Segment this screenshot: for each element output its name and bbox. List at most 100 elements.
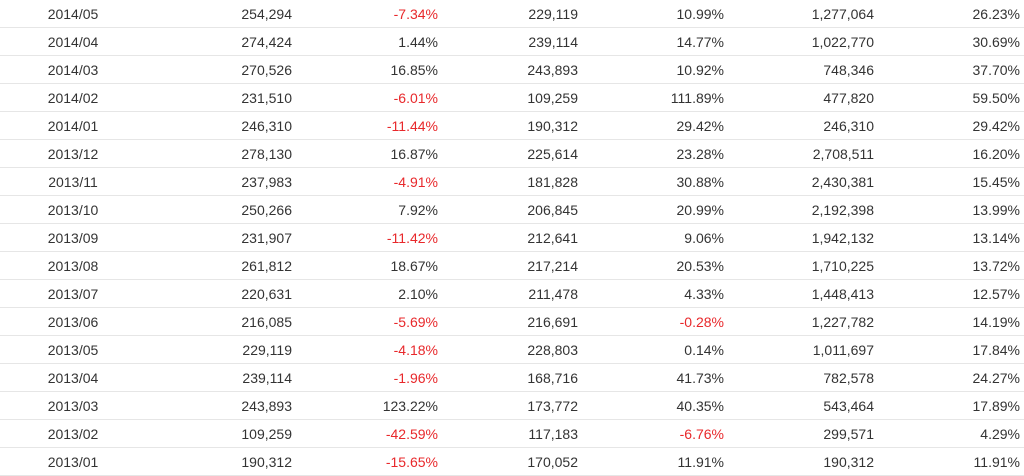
value-cell: 1,277,064 bbox=[728, 0, 878, 28]
value-cell: 299,571 bbox=[728, 419, 878, 448]
value-cell: 274,424 bbox=[146, 27, 296, 56]
value-cell: -6.76% bbox=[582, 419, 728, 448]
period-cell: 2013/03 bbox=[0, 391, 146, 420]
value-cell: 13.14% bbox=[878, 223, 1024, 252]
value-cell: -15.65% bbox=[296, 447, 442, 476]
value-cell: 16.20% bbox=[878, 139, 1024, 168]
value-cell: 278,130 bbox=[146, 139, 296, 168]
table-row: 2014/05 254,294 -7.34% 229,119 10.99% 1,277,0… bbox=[0, 0, 1024, 28]
value-cell: 1,011,697 bbox=[728, 335, 878, 364]
value-cell: -1.96% bbox=[296, 363, 442, 392]
value-cell: 10.99% bbox=[582, 0, 728, 28]
period-cell: 2013/10 bbox=[0, 195, 146, 224]
value-cell: 243,893 bbox=[146, 391, 296, 420]
value-cell: 246,310 bbox=[728, 111, 878, 140]
value-cell: 229,119 bbox=[442, 0, 582, 28]
value-cell: 11.91% bbox=[878, 447, 1024, 476]
period-cell: 2013/12 bbox=[0, 139, 146, 168]
value-cell: 239,114 bbox=[442, 27, 582, 56]
value-cell: 190,312 bbox=[728, 447, 878, 476]
value-cell: 109,259 bbox=[146, 419, 296, 448]
value-cell: 190,312 bbox=[146, 447, 296, 476]
value-cell: 782,578 bbox=[728, 363, 878, 392]
value-cell: 239,114 bbox=[146, 363, 296, 392]
period-cell: 2014/05 bbox=[0, 0, 146, 28]
period-cell: 2014/03 bbox=[0, 55, 146, 84]
value-cell: 20.99% bbox=[582, 195, 728, 224]
period-cell: 2013/04 bbox=[0, 363, 146, 392]
period-cell: 2014/04 bbox=[0, 27, 146, 56]
value-cell: 15.45% bbox=[878, 167, 1024, 196]
value-cell: 1,227,782 bbox=[728, 307, 878, 336]
table-row: 2014/01 246,310 -11.44% 190,312 29.42% 246,31… bbox=[0, 111, 1024, 140]
value-cell: -4.91% bbox=[296, 167, 442, 196]
table-row: 2013/04 239,114 -1.96% 168,716 41.73% 782,578… bbox=[0, 363, 1024, 392]
value-cell: -4.18% bbox=[296, 335, 442, 364]
value-cell: 14.19% bbox=[878, 307, 1024, 336]
value-cell: -11.42% bbox=[296, 223, 442, 252]
table-row: 2013/06 216,085 -5.69% 216,691 -0.28% 1,227,7… bbox=[0, 307, 1024, 336]
value-cell: 123.22% bbox=[296, 391, 442, 420]
value-cell: 13.72% bbox=[878, 251, 1024, 280]
value-cell: 228,803 bbox=[442, 335, 582, 364]
value-cell: 477,820 bbox=[728, 83, 878, 112]
table-row: 2013/05 229,119 -4.18% 228,803 0.14% 1,011,69… bbox=[0, 335, 1024, 364]
value-cell: -5.69% bbox=[296, 307, 442, 336]
value-cell: 20.53% bbox=[582, 251, 728, 280]
period-cell: 2013/05 bbox=[0, 335, 146, 364]
value-cell: 29.42% bbox=[582, 111, 728, 140]
value-cell: 168,716 bbox=[442, 363, 582, 392]
table-row: 2013/03 243,893 123.22% 173,772 40.35% 543,46… bbox=[0, 391, 1024, 420]
value-cell: -11.44% bbox=[296, 111, 442, 140]
value-cell: 9.06% bbox=[582, 223, 728, 252]
value-cell: 30.69% bbox=[878, 27, 1024, 56]
value-cell: -6.01% bbox=[296, 83, 442, 112]
value-cell: 246,310 bbox=[146, 111, 296, 140]
value-cell: 0.14% bbox=[582, 335, 728, 364]
value-cell: 1,022,770 bbox=[728, 27, 878, 56]
value-cell: 2.10% bbox=[296, 279, 442, 308]
value-cell: 748,346 bbox=[728, 55, 878, 84]
value-cell: 109,259 bbox=[442, 83, 582, 112]
value-cell: 216,085 bbox=[146, 307, 296, 336]
value-cell: 13.99% bbox=[878, 195, 1024, 224]
value-cell: 11.91% bbox=[582, 447, 728, 476]
table-row: 2013/08 261,812 18.67% 217,214 20.53% 1,710,2… bbox=[0, 251, 1024, 280]
table-row: 2013/12 278,130 16.87% 225,614 23.28% 2,708,5… bbox=[0, 139, 1024, 168]
table-row: 2013/11 237,983 -4.91% 181,828 30.88% 2,430,3… bbox=[0, 167, 1024, 196]
value-cell: 37.70% bbox=[878, 55, 1024, 84]
value-cell: 220,631 bbox=[146, 279, 296, 308]
value-cell: 190,312 bbox=[442, 111, 582, 140]
value-cell: 231,510 bbox=[146, 83, 296, 112]
value-cell: -0.28% bbox=[582, 307, 728, 336]
value-cell: 16.87% bbox=[296, 139, 442, 168]
value-cell: 1,710,225 bbox=[728, 251, 878, 280]
table-row: 2013/02 109,259 -42.59% 117,183 -6.76% 299,57… bbox=[0, 419, 1024, 448]
table-row: 2014/02 231,510 -6.01% 109,259 111.89% 477,82… bbox=[0, 83, 1024, 112]
value-cell: 1.44% bbox=[296, 27, 442, 56]
value-cell: 7.92% bbox=[296, 195, 442, 224]
period-cell: 2013/02 bbox=[0, 419, 146, 448]
table-row: 2013/09 231,907 -11.42% 212,641 9.06% 1,942,1… bbox=[0, 223, 1024, 252]
value-cell: 181,828 bbox=[442, 167, 582, 196]
value-cell: 26.23% bbox=[878, 0, 1024, 28]
value-cell: 2,708,511 bbox=[728, 139, 878, 168]
value-cell: 30.88% bbox=[582, 167, 728, 196]
value-cell: 12.57% bbox=[878, 279, 1024, 308]
value-cell: 17.84% bbox=[878, 335, 1024, 364]
value-cell: 211,478 bbox=[442, 279, 582, 308]
value-cell: 225,614 bbox=[442, 139, 582, 168]
table-row: 2013/07 220,631 2.10% 211,478 4.33% 1,448,413… bbox=[0, 279, 1024, 308]
period-cell: 2014/01 bbox=[0, 111, 146, 140]
value-cell: 17.89% bbox=[878, 391, 1024, 420]
table-row: 2014/04 274,424 1.44% 239,114 14.77% 1,022,77… bbox=[0, 27, 1024, 56]
value-cell: 543,464 bbox=[728, 391, 878, 420]
value-cell: 216,691 bbox=[442, 307, 582, 336]
value-cell: 229,119 bbox=[146, 335, 296, 364]
value-cell: 237,983 bbox=[146, 167, 296, 196]
value-cell: 117,183 bbox=[442, 419, 582, 448]
value-cell: 40.35% bbox=[582, 391, 728, 420]
value-cell: 1,448,413 bbox=[728, 279, 878, 308]
value-cell: 4.29% bbox=[878, 419, 1024, 448]
